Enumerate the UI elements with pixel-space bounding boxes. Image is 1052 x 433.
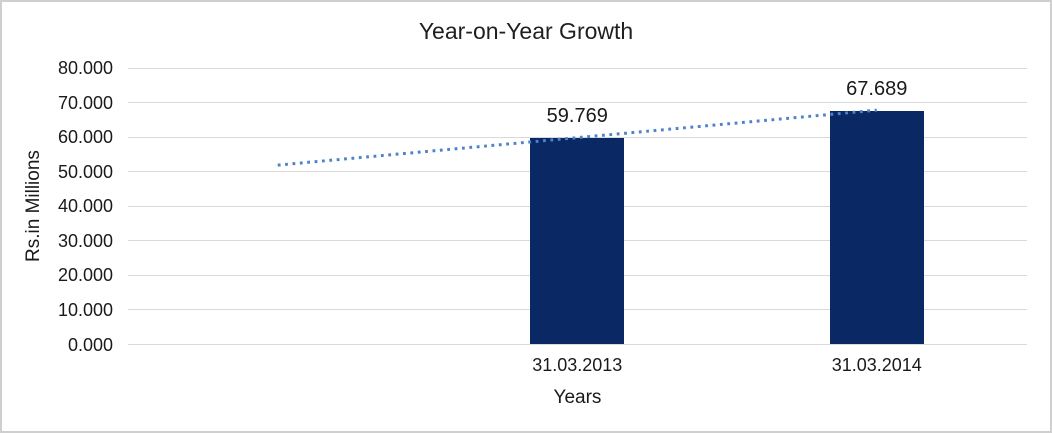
chart-title: Year-on-Year Growth bbox=[418, 18, 634, 44]
y-tick-label: 50.000 bbox=[57, 161, 113, 182]
y-tick-label: 40.000 bbox=[57, 196, 113, 217]
gridline bbox=[128, 67, 1027, 69]
y-tick-label: 0.000 bbox=[67, 334, 113, 355]
bar-value-label: 67.689 bbox=[846, 77, 908, 100]
x-axis-title: Years bbox=[553, 387, 602, 408]
bar-value-label: 59.769 bbox=[546, 104, 608, 127]
y-tick-label: 10.000 bbox=[57, 299, 113, 320]
y-tick-label: 30.000 bbox=[57, 230, 113, 251]
y-tick-label: 20.000 bbox=[57, 265, 113, 286]
y-tick-label: 70.000 bbox=[57, 92, 113, 113]
bar-31.03.2013 bbox=[530, 137, 625, 345]
bar-31.03.2014 bbox=[829, 110, 924, 345]
x-category-label: 31.03.2014 bbox=[831, 355, 922, 375]
y-tick-label: 80.000 bbox=[57, 58, 113, 78]
y-tick-label: 60.000 bbox=[57, 127, 113, 148]
x-category-label: 31.03.2013 bbox=[532, 355, 623, 375]
gridline bbox=[128, 102, 1027, 104]
